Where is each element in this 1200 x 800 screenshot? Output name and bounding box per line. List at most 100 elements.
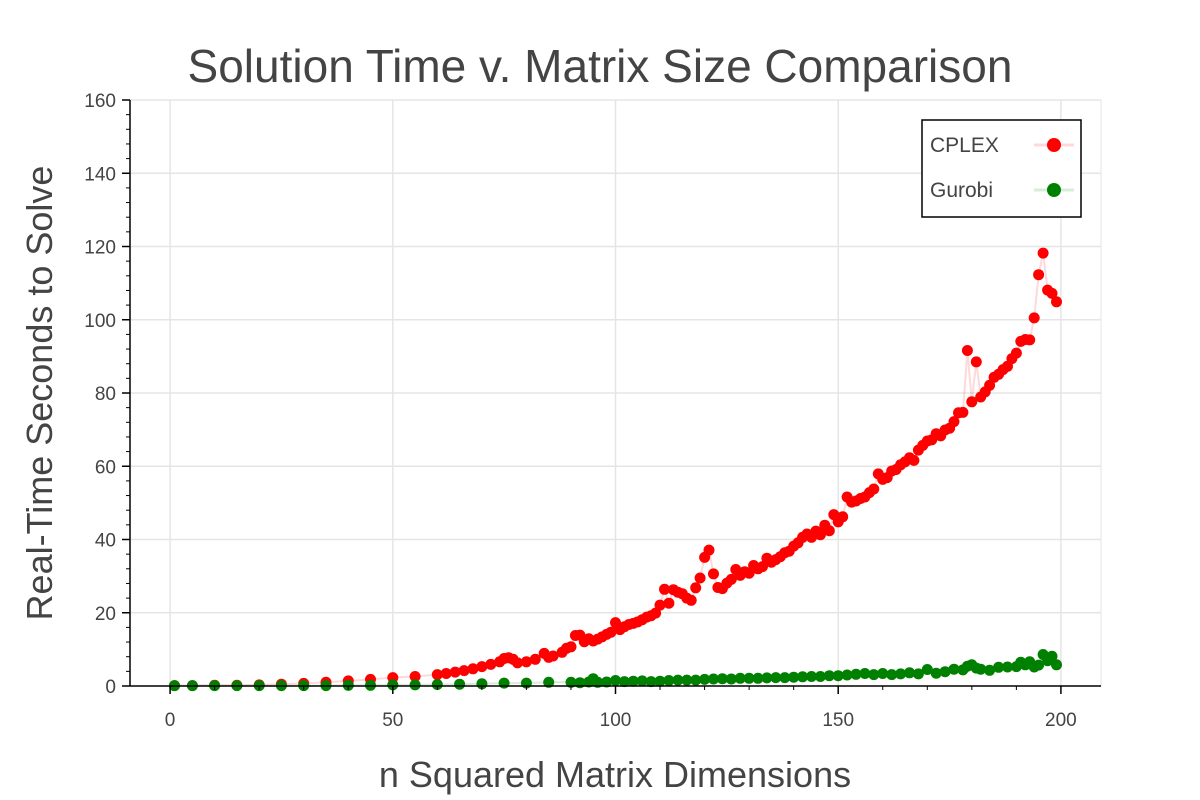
data-point-gurobi [387, 679, 399, 691]
data-point-gurobi [618, 676, 630, 688]
data-point-gurobi [886, 669, 898, 681]
x-tick-label: 0 [165, 710, 176, 731]
data-point-gurobi [610, 675, 621, 686]
data-point-gurobi [788, 671, 800, 683]
data-point-gurobi [681, 674, 693, 686]
data-point-gurobi [823, 670, 835, 682]
data-point-cplex [485, 658, 497, 670]
data-point-gurobi [850, 668, 862, 680]
data-point-cplex [458, 665, 470, 677]
data-point-cplex [1037, 247, 1049, 259]
y-tick-label: 40 [95, 531, 116, 552]
data-point-gurobi [832, 670, 844, 682]
data-point-cplex [650, 607, 662, 619]
data-point-cplex [605, 626, 617, 638]
data-point-cplex [703, 544, 715, 556]
x-tick-label: 50 [382, 710, 403, 731]
data-point-cplex [970, 356, 982, 368]
data-point-gurobi [912, 668, 924, 680]
legend-marker-cplex [1047, 138, 1061, 152]
data-point-gurobi [498, 677, 510, 689]
data-point-gurobi [708, 673, 719, 685]
data-point-cplex [476, 661, 488, 673]
y-tick-label: 20 [95, 604, 116, 625]
legend-item-gurobi: Gurobi [930, 179, 1074, 202]
data-point-cplex [725, 573, 737, 585]
data-point-gurobi [877, 668, 889, 679]
data-point-gurobi [921, 664, 933, 675]
data-point-gurobi [725, 673, 737, 685]
data-point-gurobi [939, 666, 951, 678]
data-point-gurobi [627, 675, 639, 687]
data-point-gurobi [779, 672, 791, 684]
data-point-gurobi [716, 673, 728, 685]
data-point-cplex [654, 599, 666, 611]
data-point-gurobi [1046, 650, 1058, 662]
data-point-gurobi [636, 675, 648, 687]
data-point-gurobi [752, 672, 764, 684]
data-point-cplex [1033, 269, 1045, 281]
data-point-gurobi [654, 675, 666, 687]
legend-marker-gurobi [1047, 183, 1061, 197]
y-tick-label: 100 [84, 311, 116, 332]
data-point-cplex [948, 416, 960, 428]
data-point-gurobi [859, 668, 871, 679]
data-point-cplex [1010, 347, 1022, 359]
data-point-cplex [1051, 296, 1062, 308]
data-point-cplex [1046, 287, 1058, 299]
y-axis-ticks: 0 20 40 60 80 100 120 140 160 [84, 91, 130, 698]
data-point-gurobi [1002, 661, 1013, 673]
y-tick-label: 160 [84, 91, 116, 112]
data-point-gurobi [868, 669, 880, 681]
data-point-cplex [659, 583, 670, 595]
y-tick-label: 60 [95, 457, 116, 478]
y-tick-label: 140 [84, 164, 116, 185]
data-point-cplex [431, 669, 443, 681]
data-point-gurobi [1051, 659, 1062, 671]
plot-area: 0 50 100 150 200 0 20 40 60 80 100 120 140 160 [84, 91, 1102, 731]
legend-label-gurobi: Gurobi [930, 179, 993, 202]
chart-title: Solution Time v. Matrix Size Comparison [188, 40, 1013, 92]
data-point-cplex [694, 572, 706, 584]
data-point-gurobi [814, 671, 826, 682]
data-point-cplex [984, 379, 996, 391]
data-point-cplex [512, 657, 523, 669]
data-point-gurobi [645, 676, 657, 688]
data-point-gurobi [601, 676, 613, 688]
data-point-gurobi [948, 663, 960, 675]
y-axis-label: Real-Time Seconds to Solve [19, 166, 60, 621]
x-tick-label: 100 [600, 710, 632, 731]
data-point-gurobi [761, 672, 773, 684]
data-point-cplex [685, 594, 697, 606]
data-point-gurobi [993, 661, 1005, 673]
data-point-cplex [690, 582, 702, 594]
data-point-cplex [957, 406, 969, 418]
data-point-cplex [1028, 312, 1040, 324]
y-tick-label: 120 [84, 238, 116, 259]
data-point-cplex [467, 663, 479, 675]
data-point-gurobi [663, 675, 675, 686]
data-point-cplex [547, 650, 559, 662]
data-point-cplex [708, 568, 719, 580]
x-axis-label: n Squared Matrix Dimensions [379, 754, 851, 795]
data-point-gurobi [690, 674, 702, 686]
data-point-cplex [663, 597, 675, 609]
data-point-cplex [908, 454, 920, 466]
data-point-gurobi [409, 679, 421, 691]
data-point-cplex [868, 483, 880, 495]
data-point-gurobi [770, 672, 782, 684]
data-point-cplex [757, 561, 768, 573]
legend: CPLEX Gurobi [921, 119, 1082, 218]
data-point-gurobi [975, 663, 987, 675]
data-point-gurobi [904, 667, 915, 679]
legend-item-cplex: CPLEX [930, 134, 1074, 157]
y-tick-label: 0 [105, 677, 116, 698]
data-point-cplex [529, 653, 541, 665]
data-point-cplex [814, 529, 826, 541]
data-point-gurobi [930, 667, 942, 679]
legend-label-cplex: CPLEX [930, 134, 999, 157]
data-point-cplex [1024, 334, 1036, 346]
data-point-gurobi [797, 671, 809, 683]
x-tick-label: 200 [1045, 710, 1077, 731]
